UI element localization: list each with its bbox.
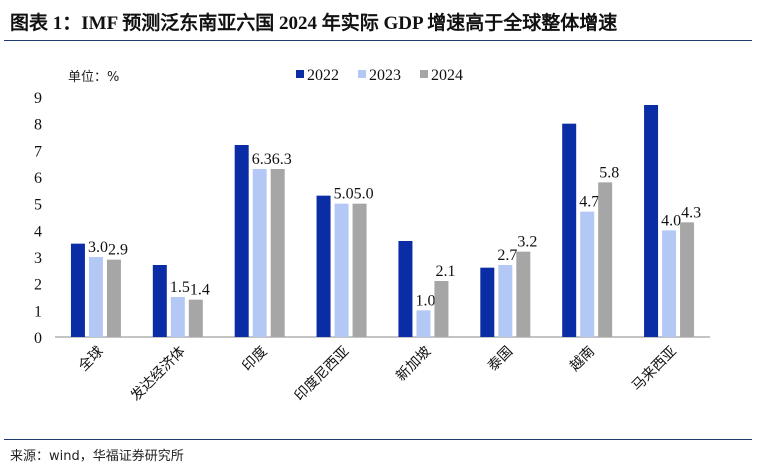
y-tick-label: 0 (34, 330, 42, 347)
y-tick-label: 7 (34, 143, 42, 160)
data-label: 5.8 (599, 164, 619, 181)
bar-2022 (480, 267, 495, 337)
bar-2022 (644, 105, 659, 337)
chart-title: 图表 1：IMF 预测泛东南亚六国 2024 年实际 GDP 增速高于全球整体增… (10, 13, 618, 34)
bar-2024 (106, 259, 121, 337)
bar-2023 (416, 310, 431, 337)
bar-2024 (434, 281, 449, 337)
bar-2022 (234, 145, 249, 337)
data-label: 5.0 (334, 186, 354, 203)
title-divider (4, 40, 752, 41)
y-tick-label: 1 (34, 303, 42, 320)
bar-2022 (316, 195, 331, 337)
category-label: 印度 (239, 344, 270, 375)
data-label: 4.7 (579, 194, 599, 211)
data-label: 2.7 (497, 247, 517, 264)
data-label: 4.0 (661, 212, 681, 229)
bar-2024 (598, 182, 613, 337)
bar-2024 (188, 299, 203, 337)
bar-2023 (252, 169, 267, 337)
bar-2024 (516, 251, 531, 337)
legend-swatch-2024 (420, 70, 428, 78)
bar-2024 (680, 222, 695, 337)
legend-label: 2023 (369, 67, 401, 84)
bar-2024 (352, 203, 367, 337)
data-label: 3.2 (517, 234, 537, 251)
bar-2023 (334, 203, 349, 337)
bar-2023 (498, 265, 513, 337)
bar-2023 (170, 297, 185, 337)
category-label: 马来西亚 (629, 344, 680, 395)
bar-2022 (562, 123, 577, 338)
source-divider (4, 439, 752, 440)
data-label: 1.4 (190, 282, 210, 299)
legend-label: 2022 (307, 67, 339, 84)
category-label: 越南 (567, 344, 598, 375)
y-tick-label: 6 (34, 170, 42, 187)
y-tick-label: 3 (34, 250, 42, 267)
y-tick-label: 5 (34, 197, 42, 214)
data-label: 5.0 (354, 186, 374, 203)
y-tick-label: 8 (34, 117, 42, 134)
data-label: 3.0 (88, 239, 108, 256)
category-label: 发达经济体 (128, 344, 189, 405)
category-label: 印度尼西亚 (292, 344, 353, 405)
bar-2024 (270, 169, 285, 337)
data-label: 2.9 (108, 242, 128, 259)
bar-2022 (70, 243, 85, 337)
data-label: 1.5 (170, 279, 190, 296)
category-label: 泰国 (485, 344, 516, 375)
data-label: 6.3 (252, 151, 272, 168)
bar-2023 (662, 230, 677, 337)
unit-label: 单位：% (68, 70, 119, 85)
bar-2022 (152, 265, 167, 337)
bar-2022 (398, 241, 413, 337)
data-label: 1.0 (415, 292, 435, 309)
legend-swatch-2023 (358, 70, 366, 78)
legend-label: 2024 (431, 67, 463, 84)
data-label: 2.1 (435, 263, 455, 280)
bar-2023 (580, 211, 595, 337)
bar-2023 (88, 257, 103, 337)
y-tick-label: 9 (34, 90, 42, 107)
y-tick-label: 4 (34, 223, 42, 240)
source-note: 来源：wind，华福证券研究所 (10, 449, 184, 464)
legend-swatch-2022 (296, 70, 304, 78)
bar-chart: 单位：% 0 1 2 3 4 5 6 7 8 9 3.0 2.9 全球 1.5 1.4 发达经济体 6.3 6.3 印… (34, 67, 710, 405)
category-label: 全球 (75, 343, 107, 375)
data-label: 4.3 (681, 204, 701, 221)
category-label: 新加坡 (393, 344, 434, 385)
y-tick-label: 2 (34, 277, 42, 294)
data-label: 6.3 (272, 151, 292, 168)
